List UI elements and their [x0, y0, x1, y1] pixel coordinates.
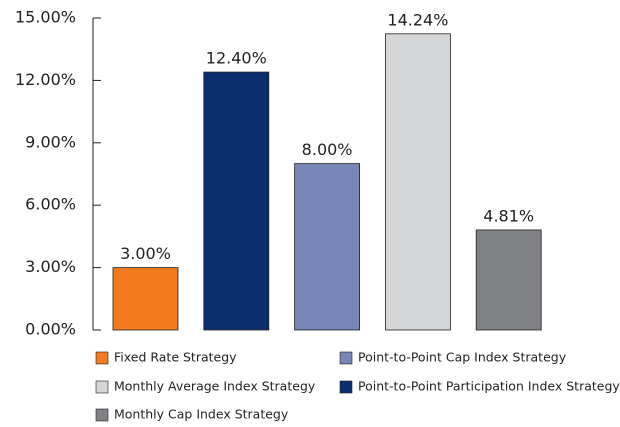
bar [475, 229, 542, 331]
value-label: 4.81% [483, 206, 534, 225]
y-tick-label: 6.00% [25, 195, 76, 214]
y-tick-label: 0.00% [25, 320, 76, 339]
legend-swatch [339, 380, 353, 394]
y-tick-label: 3.00% [25, 257, 76, 276]
value-label: 14.24% [387, 10, 448, 29]
legend-swatch [95, 380, 109, 394]
legend-label: Monthly Average Index Strategy [114, 379, 316, 394]
bar [203, 71, 270, 331]
legend-swatch [95, 408, 109, 422]
legend-label: Point-to-Point Participation Index Strat… [358, 379, 620, 394]
legend-label: Fixed Rate Strategy [114, 350, 237, 365]
y-tick-label: 9.00% [25, 132, 76, 151]
legend-swatch [95, 351, 109, 365]
value-label: 3.00% [120, 244, 171, 263]
legend-label: Monthly Cap Index Strategy [114, 407, 289, 422]
y-tick-label: 15.00% [15, 8, 76, 27]
legend-swatch [339, 351, 353, 365]
value-label: 8.00% [302, 140, 353, 159]
y-tick-label: 12.00% [15, 70, 76, 89]
bar [384, 33, 451, 331]
bar [294, 163, 361, 331]
legend-label: Point-to-Point Cap Index Strategy [358, 350, 567, 365]
value-label: 12.40% [206, 49, 267, 68]
bar [112, 267, 179, 331]
